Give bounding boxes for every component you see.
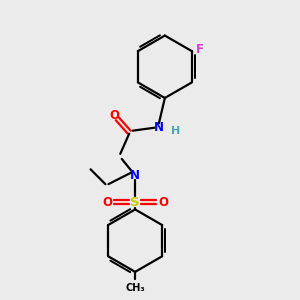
Text: CH₃: CH₃ [125,283,145,293]
Text: O: O [158,196,168,208]
Text: N: N [154,121,164,134]
Text: F: F [196,43,203,56]
Text: S: S [130,196,140,208]
Text: O: O [102,196,112,208]
Text: O: O [109,109,119,122]
Text: H: H [171,126,180,136]
Text: N: N [130,169,140,182]
